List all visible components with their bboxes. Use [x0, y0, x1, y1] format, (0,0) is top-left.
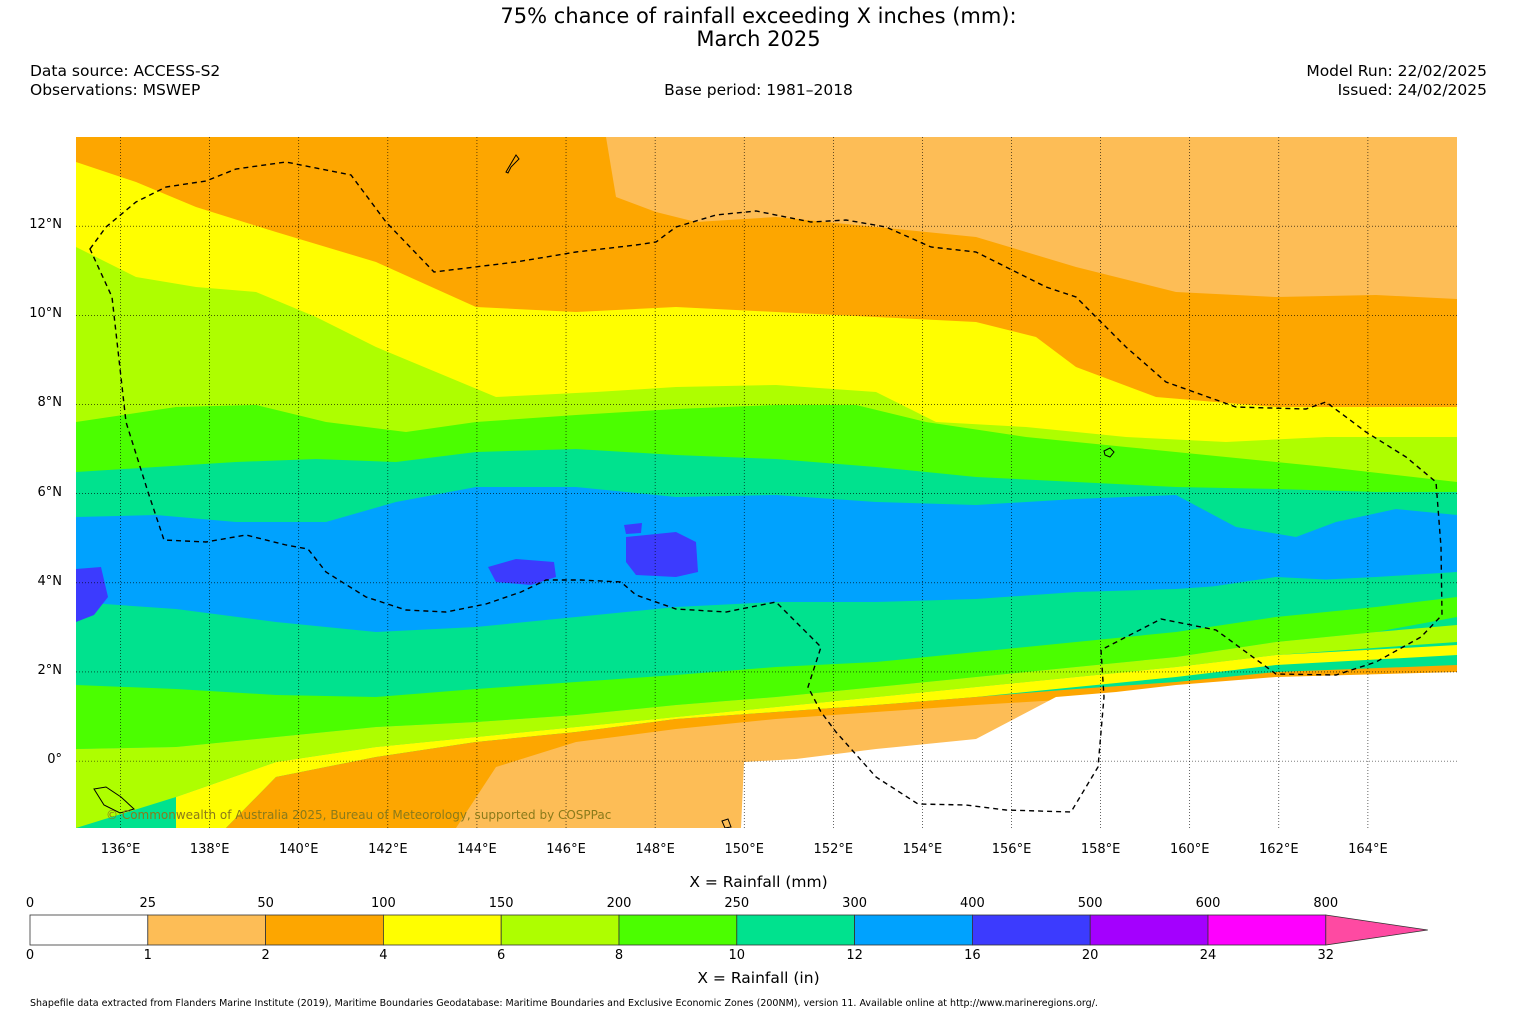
region-indigo-small — [488, 559, 556, 585]
colorbar-in-tick: 10 — [728, 948, 746, 963]
colorbar-cell — [854, 914, 973, 946]
colorbar-cell — [382, 914, 502, 946]
colorbar-cell — [500, 914, 620, 946]
colorbar-extend-arrow — [1325, 914, 1428, 946]
colorbar-in-tick: 4 — [379, 948, 388, 963]
colorbar-in-tick: 0 — [25, 948, 35, 963]
longitude-label: 136°E — [100, 842, 141, 857]
colorbar-cell — [736, 914, 855, 946]
region-indigo-west — [76, 567, 108, 622]
latitude-label: 4°N — [37, 573, 63, 589]
rainfall-map: © Commonwealth of Australia 2025, Bureau… — [76, 137, 1457, 828]
base-period-label: Base period: 1981–2018 — [664, 81, 853, 99]
longitude-label: 144°E — [457, 842, 497, 857]
band-yellow-green-south — [76, 625, 1457, 828]
colorbar-mm-tick: 100 — [370, 896, 396, 911]
band-blue — [76, 487, 1457, 662]
map-copyright: © Commonwealth of Australia 2025, Bureau… — [106, 808, 611, 822]
island-outline-guam — [505, 154, 520, 174]
observations-label: Observations: MSWEP — [30, 81, 201, 99]
issued-label: Issued: 24/02/2025 — [1337, 81, 1487, 99]
longitude-label: 158°E — [1080, 842, 1121, 857]
colorbar-mm-tick: 400 — [959, 896, 985, 911]
colorbar-mm-tick: 0 — [25, 896, 35, 911]
colorbar-in-tick: 16 — [964, 948, 981, 963]
band-green-south — [76, 597, 1457, 749]
colorbar-mm-tick: 200 — [606, 896, 632, 911]
colorbar-mm-tick: 150 — [488, 896, 514, 911]
colorbar-in-tick: 20 — [1081, 948, 1099, 963]
island-outline-small — [721, 818, 732, 828]
latitude-label: 6°N — [37, 484, 63, 500]
latitude-label: 8°N — [37, 395, 63, 411]
colorbar-in-tick: 32 — [1317, 948, 1335, 963]
colorbar-mm-tick: 50 — [257, 896, 274, 911]
data-source-label: Data source: ACCESS-S2 — [30, 62, 221, 80]
colorbar-cell — [265, 914, 384, 946]
colorbar-mm-tick: 600 — [1195, 896, 1221, 911]
colorbar-cell — [147, 914, 267, 946]
colorbar-in-tick: 6 — [497, 948, 506, 963]
boundary-dashed — [89, 161, 1443, 813]
colorbar-mm-tick: 500 — [1077, 896, 1103, 911]
longitude-label: 138°E — [189, 842, 230, 857]
colorbar-cell — [618, 914, 738, 946]
longitude-label: 156°E — [991, 842, 1032, 857]
colorbar-title-mm: X = Rainfall (mm) — [689, 873, 828, 891]
colorbar-in-tick: 8 — [614, 948, 624, 963]
map-title-line2: March 2025 — [696, 27, 821, 51]
longitude-label: 140°E — [278, 842, 319, 857]
longitude-label: 146°E — [546, 842, 586, 857]
colorbar-mm-tick: 300 — [842, 896, 867, 911]
longitude-label: 164°E — [1348, 842, 1388, 857]
region-indigo-dot — [624, 523, 642, 534]
colorbar-cell — [29, 914, 149, 946]
latitude-label: 12°N — [29, 217, 62, 233]
band-teal-south — [76, 572, 1457, 697]
colorbar-mm-tick: 250 — [724, 896, 750, 911]
colorbar — [29, 914, 1428, 946]
colorbar-mm-tick: 800 — [1313, 896, 1339, 911]
longitude-label: 148°E — [635, 842, 675, 857]
model-run-label: Model Run: 22/02/2025 — [1306, 62, 1487, 80]
longitude-label: 152°E — [813, 842, 854, 857]
island-outline-pohnpei — [1103, 447, 1115, 458]
colorbar-in-tick: 12 — [846, 948, 863, 963]
colorbar-in-tick: 2 — [261, 948, 270, 963]
colorbar-in-tick: 24 — [1199, 948, 1217, 963]
region-indigo-central — [626, 532, 698, 577]
map-title-line1: 75% chance of rainfall exceeding X inche… — [500, 4, 1017, 28]
shapefile-note: Shapefile data extracted from Flanders M… — [30, 998, 1098, 1009]
latitude-label: 2°N — [37, 662, 63, 678]
latitude-label: 10°N — [29, 306, 62, 322]
colorbar-mm-tick: 25 — [139, 896, 157, 911]
colorbar-cell — [1207, 914, 1327, 946]
longitude-label: 154°E — [902, 842, 943, 857]
longitude-label: 150°E — [724, 842, 764, 857]
colorbar-title-in: X = Rainfall (in) — [697, 969, 820, 987]
longitude-label: 160°E — [1169, 842, 1210, 857]
latitude-label: 0° — [47, 752, 62, 768]
longitude-label: 142°E — [368, 842, 408, 857]
map-graticule — [76, 137, 1457, 828]
colorbar-cell — [972, 914, 1091, 946]
longitude-label: 162°E — [1259, 842, 1299, 857]
colorbar-in-tick: 1 — [143, 948, 152, 963]
colorbar-cell — [1089, 914, 1209, 946]
island-outline-manus — [93, 786, 135, 814]
